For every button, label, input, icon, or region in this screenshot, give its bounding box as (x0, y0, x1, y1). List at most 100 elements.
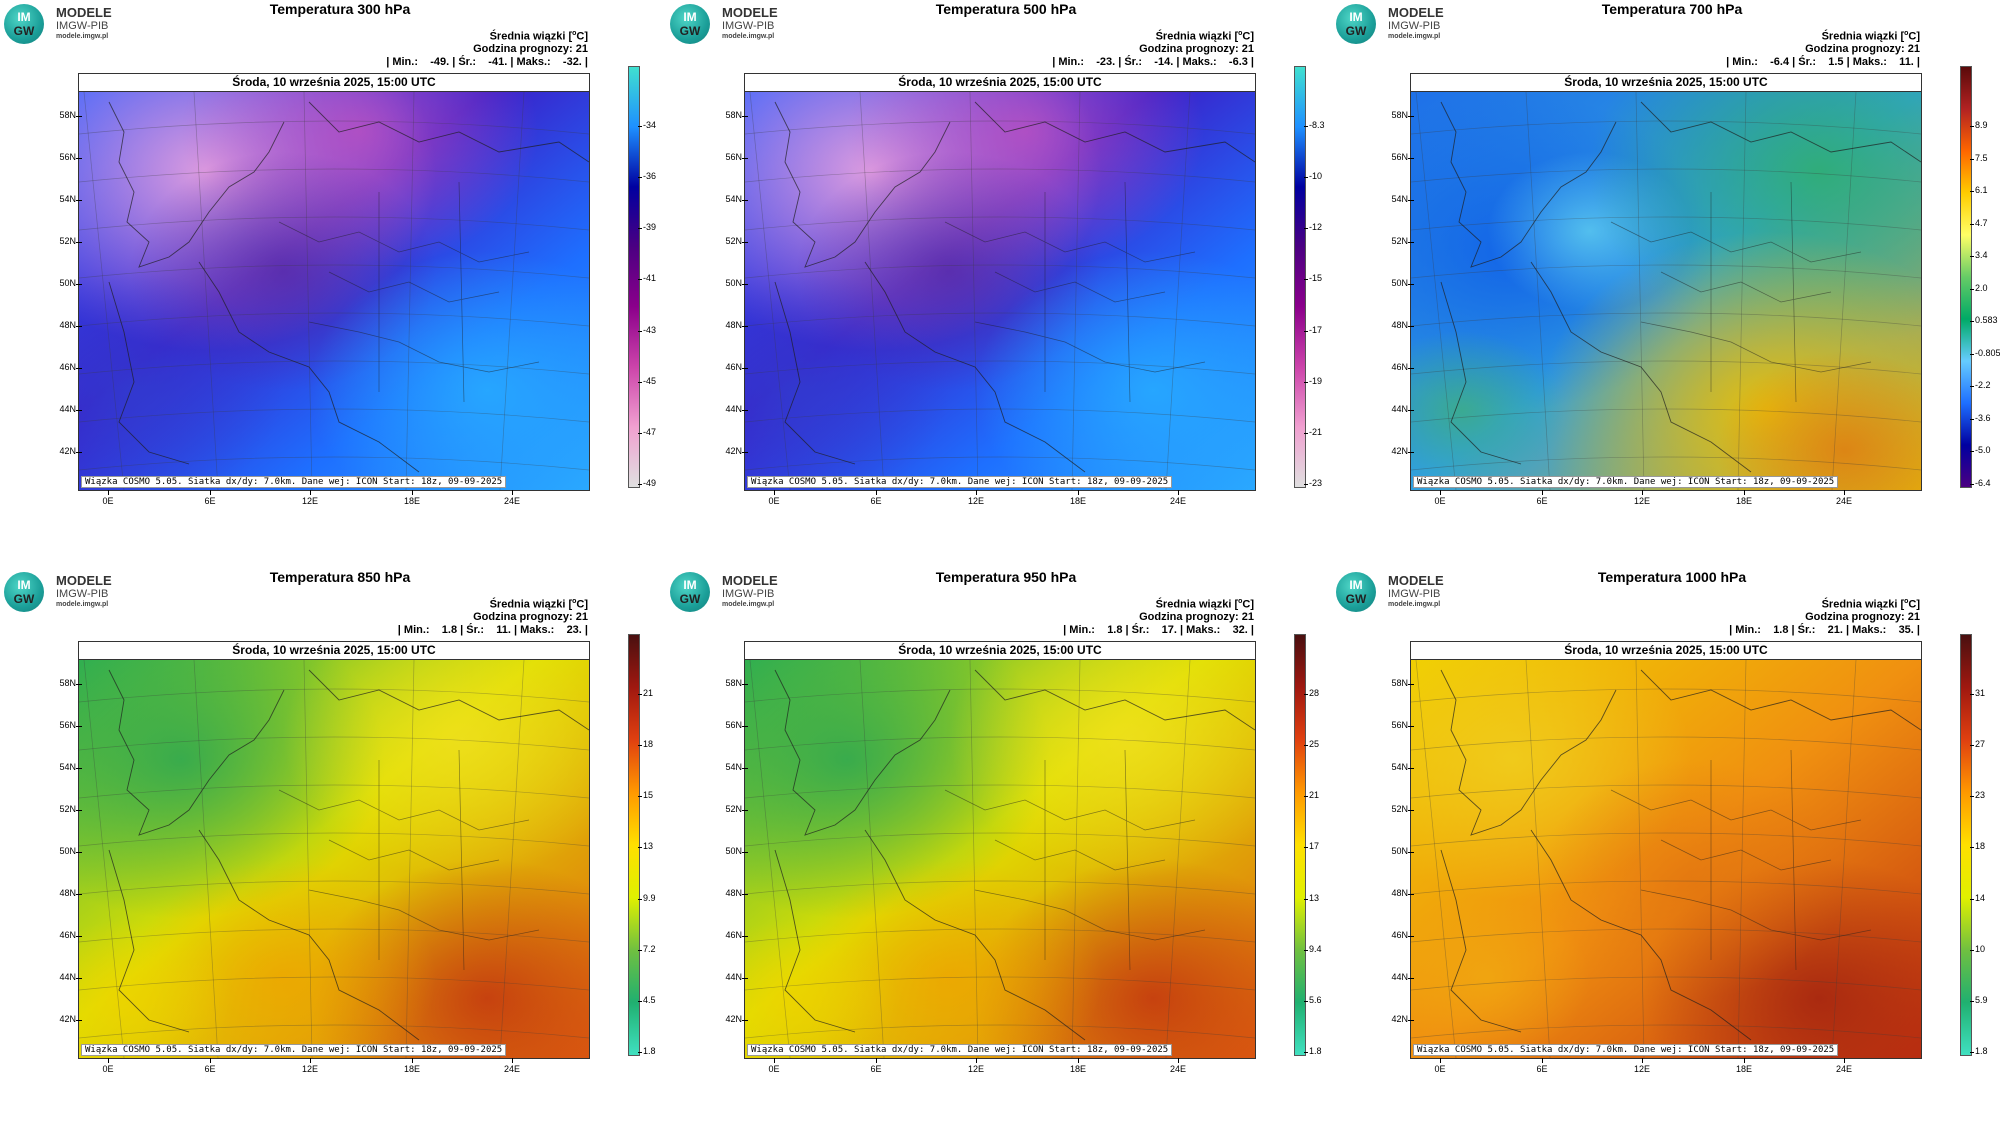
colorbar-tick: 3.4 (1970, 250, 1988, 261)
panel-title: Temperatura 950 hPa (935, 569, 1077, 585)
colorbar-tick: 6.1 (1970, 185, 1988, 196)
map-panel: IM GW MODELE IMGW-PIB modele.imgw.pl Temperat… (666, 0, 1332, 568)
country-borders (278, 749, 540, 971)
lon-label: 6E (861, 490, 891, 506)
parallel-line (1411, 832, 1921, 847)
colorbar-tick: -3.6 (1970, 412, 1991, 423)
parallel-line (745, 880, 1255, 895)
map-frame: Środa, 10 września 2025, 15:00 UTC Wiązka… (1410, 641, 1922, 1059)
parallel-line (1411, 168, 1921, 183)
mean-label: Średnia wiązki [oC] (489, 30, 588, 43)
meridian-line (499, 92, 525, 490)
map-field (1411, 660, 1921, 1058)
temperature-field (79, 660, 589, 1058)
lat-label: 42N (46, 446, 82, 456)
country-borders (944, 181, 1206, 403)
lon-label: 18E (397, 490, 427, 506)
country-borders (1610, 181, 1872, 403)
coastline (108, 669, 589, 1041)
meridian-line (1831, 660, 1857, 1058)
logo-brand: MODELE (722, 5, 778, 20)
meridian-line (1635, 92, 1645, 490)
meridian-line (1165, 92, 1191, 490)
colorbar-tick: -10 (1303, 171, 1323, 182)
stats-line: | Min.: -23. | Śr.: -14. | Maks.: -6.3 | (1052, 55, 1254, 68)
date-bar: Środa, 10 września 2025, 15:00 UTC (745, 642, 1255, 660)
colorbar-tick: 4.5 (638, 994, 656, 1005)
meridian-line (859, 660, 885, 1058)
stats-line: | Min.: 1.8 | Śr.: 17. | Maks.: 32. | (1063, 623, 1254, 636)
temperature-field (1411, 660, 1921, 1058)
map-field (79, 92, 589, 490)
lon-label: 18E (1063, 1058, 1093, 1074)
coastline (774, 669, 1255, 1041)
forecast-hour: Godzina prognozy: 21 (473, 611, 588, 624)
lon-label: 12E (961, 1058, 991, 1074)
parallel-line (745, 408, 1255, 423)
imgw-logo: IM GW MODELE IMGW-PIB modele.imgw.pl (4, 570, 144, 614)
logo-url: modele.imgw.pl (722, 601, 775, 608)
logo-mark-bottom: GW (679, 24, 701, 38)
parallel-line (1411, 456, 1921, 471)
meridian-line (1071, 660, 1081, 1058)
colorbar-tick: 2.0 (1970, 282, 1988, 293)
imgw-logo: IM GW MODELE IMGW-PIB modele.imgw.pl (4, 2, 144, 46)
map-panel: IM GW MODELE IMGW-PIB modele.imgw.pl Temperat… (1332, 0, 2000, 568)
lon-label: 0E (93, 1058, 123, 1074)
parallel-line (745, 736, 1255, 751)
lon-label: 24E (1163, 1058, 1193, 1074)
panel-title: Temperatura 300 hPa (269, 1, 411, 17)
map-panel: IM GW MODELE IMGW-PIB modele.imgw.pl Temperat… (666, 568, 1332, 1136)
lat-label: 56N (46, 720, 82, 730)
colorbar-tick: -45 (637, 375, 657, 386)
parallel-line (79, 216, 589, 231)
lat-label: 52N (712, 236, 748, 246)
meridian-line (303, 92, 313, 490)
lon-label: 24E (1163, 490, 1193, 506)
map-field (745, 92, 1255, 490)
meridian-line (1831, 92, 1857, 490)
model-footer: Wiązka COSMO 5.05. Siatka dx/dy: 7.0km. … (747, 476, 1173, 488)
colorbar-tick: 25 (1303, 739, 1320, 750)
logo-brand: MODELE (722, 573, 778, 588)
parallel-line (745, 312, 1255, 327)
map-panel: IM GW MODELE IMGW-PIB modele.imgw.pl Temperat… (1332, 568, 1998, 1136)
lon-label: 12E (295, 490, 325, 506)
colorbar-tick: 10 (1969, 943, 1986, 954)
date-bar: Środa, 10 września 2025, 15:00 UTC (79, 74, 589, 92)
colorbar-tick: -12 (1303, 222, 1323, 233)
parallel-line (1411, 976, 1921, 991)
field-anomaly (1411, 898, 1590, 1058)
colorbar-tick: -34 (637, 120, 657, 130)
lat-label: 50N (46, 278, 82, 288)
stats-block: Średnia wiązki [oC] Godzina prognozy: 21 |… (398, 596, 588, 636)
forecast-hour: Godzina prognozy: 21 (1805, 611, 1920, 624)
stats-block: Średnia wiązki [oC] Godzina prognozy: 21 |… (386, 28, 588, 68)
lat-label: 50N (712, 278, 748, 288)
mean-label: Średnia wiązki [oC] (1821, 598, 1920, 611)
mean-label: Średnia wiązki [oC] (1155, 30, 1254, 43)
date-bar: Środa, 10 września 2025, 15:00 UTC (1411, 642, 1921, 660)
lat-label: 48N (1378, 888, 1414, 898)
mean-label: Średnia wiązki [oC] (1821, 30, 1920, 43)
coastline (1440, 669, 1921, 1041)
meridian-line (969, 660, 979, 1058)
coastline (1440, 101, 1921, 473)
stats-line: | Min.: -49. | Śr.: -41. | Maks.: -32. | (386, 55, 588, 68)
stats-block: Średnia wiązki [oC] Godzina prognozy: 21 |… (1063, 596, 1254, 636)
map-frame: Środa, 10 września 2025, 15:00 UTC Wiązka… (78, 73, 590, 491)
meridian-line (83, 660, 125, 1058)
logo-mark-top: IM (1349, 578, 1363, 592)
meridian-line (1071, 92, 1081, 490)
stats-block: Średnia wiązki [oC] Godzina prognozy: 21 |… (1729, 596, 1920, 636)
stats-line: | Min.: -6.4 | Śr.: 1.5 | Maks.: 11. | (1726, 55, 1920, 68)
country-borders (278, 181, 540, 403)
logo-mark-bottom: GW (679, 592, 701, 606)
lat-label: 54N (46, 762, 82, 772)
date-bar: Środa, 10 września 2025, 15:00 UTC (79, 642, 589, 660)
logo-mark: IM GW (1336, 4, 1376, 44)
lat-label: 48N (712, 888, 748, 898)
parallel-line (745, 976, 1255, 991)
field-anomaly (949, 660, 1255, 879)
colorbar-tick: 1.8 (1970, 1046, 1988, 1056)
